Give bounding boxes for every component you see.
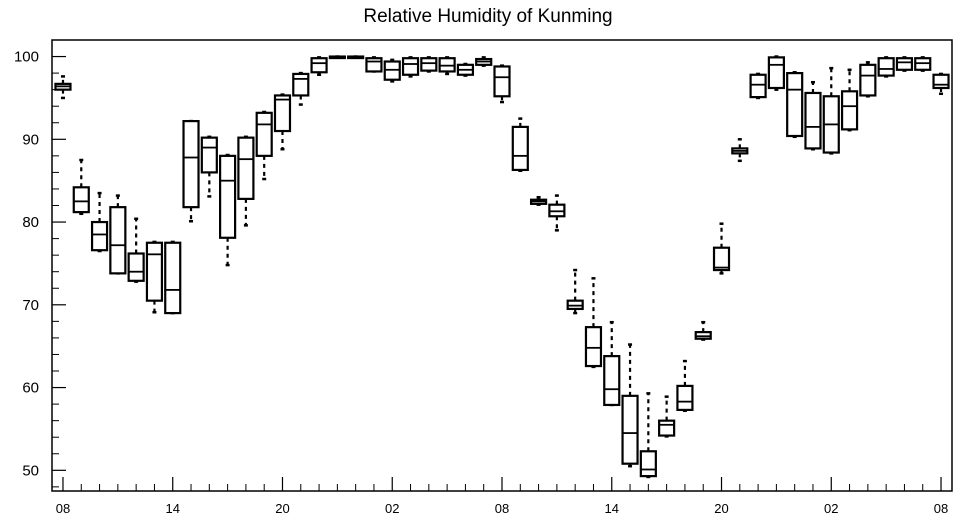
x-tick-label: 08 bbox=[934, 501, 948, 516]
box bbox=[877, 57, 895, 77]
box bbox=[767, 56, 785, 90]
x-tick-label: 14 bbox=[165, 501, 179, 516]
box bbox=[511, 125, 529, 172]
box bbox=[584, 326, 603, 368]
box bbox=[658, 419, 676, 437]
chart-title: Relative Humidity of Kunming bbox=[363, 6, 612, 27]
box bbox=[840, 90, 859, 131]
box bbox=[420, 57, 438, 72]
box bbox=[292, 72, 310, 97]
box bbox=[932, 73, 950, 90]
box bbox=[365, 57, 383, 73]
box bbox=[639, 450, 657, 478]
y-tick-label: 70 bbox=[22, 297, 39, 314]
x-tick-label: 20 bbox=[275, 501, 289, 516]
box bbox=[621, 394, 639, 465]
box bbox=[603, 355, 621, 407]
box bbox=[493, 65, 511, 98]
x-tick-label: 02 bbox=[385, 501, 399, 516]
x-tick-label: 02 bbox=[824, 501, 838, 516]
box bbox=[749, 73, 767, 99]
y-tick-label: 60 bbox=[22, 380, 39, 397]
box bbox=[72, 186, 90, 214]
box bbox=[310, 57, 328, 74]
box bbox=[219, 154, 237, 239]
plot-area: 50 60 70 80 90 100 08 14 20 02 08 14 20 02 08 bbox=[14, 39, 953, 516]
box bbox=[786, 72, 804, 138]
x-tick-label: 08 bbox=[56, 501, 70, 516]
box bbox=[401, 57, 420, 76]
y-tick-label: 100 bbox=[14, 49, 39, 66]
box bbox=[145, 241, 164, 302]
box bbox=[859, 63, 877, 97]
box bbox=[712, 246, 731, 272]
box bbox=[895, 57, 914, 71]
x-tick-label: 08 bbox=[495, 501, 509, 516]
box bbox=[255, 111, 273, 157]
box bbox=[200, 136, 218, 174]
box bbox=[90, 220, 109, 252]
y-tick-label: 90 bbox=[22, 131, 39, 148]
box bbox=[109, 206, 127, 275]
box bbox=[804, 91, 822, 150]
box bbox=[127, 252, 145, 282]
x-tick-label: 14 bbox=[605, 501, 619, 516]
box bbox=[182, 119, 200, 209]
x-tick-label: 20 bbox=[714, 501, 728, 516]
y-tick-label: 80 bbox=[22, 214, 39, 231]
box bbox=[676, 384, 694, 412]
box bbox=[273, 94, 292, 133]
y-tick-label: 50 bbox=[22, 462, 39, 479]
box bbox=[237, 136, 255, 200]
box bbox=[164, 241, 182, 315]
